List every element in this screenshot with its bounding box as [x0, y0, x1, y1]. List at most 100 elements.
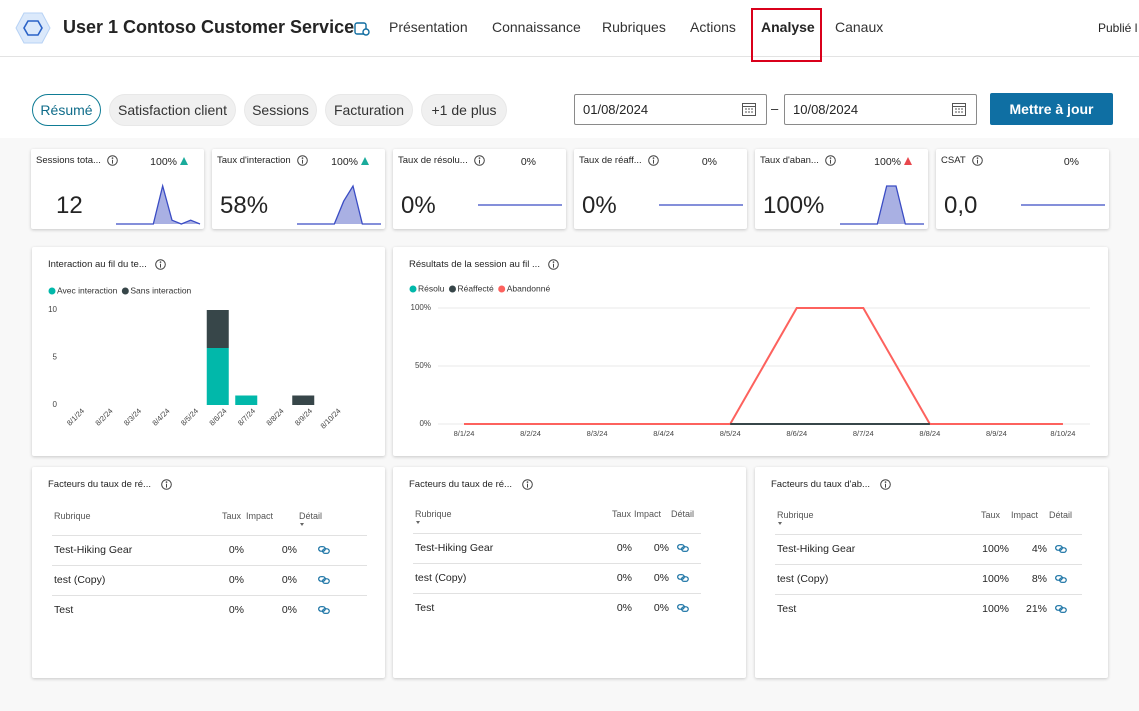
- kpi-change-text: 0%: [1063, 156, 1079, 168]
- bot-icon-key: [362, 28, 370, 36]
- column-header[interactable]: Rubrique: [775, 497, 979, 534]
- detail-link[interactable]: [318, 601, 330, 619]
- kpi-change: 100%: [126, 156, 188, 168]
- detail-link[interactable]: [318, 541, 330, 559]
- kpi-title: Taux de réaff...: [579, 155, 642, 166]
- nav-tab[interactable]: Analyse: [761, 19, 815, 35]
- nav-tab[interactable]: Présentation: [389, 19, 468, 35]
- date-input[interactable]: 01/08/2024: [574, 94, 767, 125]
- column-header[interactable]: Impact: [1011, 510, 1039, 521]
- info-glyph: [880, 479, 891, 490]
- link-part: [681, 606, 689, 613]
- calendar-glyph: [952, 103, 966, 116]
- info-dot: [652, 157, 654, 159]
- info-icon: [522, 479, 533, 490]
- detail-link[interactable]: [318, 571, 330, 589]
- link-part: [322, 608, 330, 615]
- column-header[interactable]: Impact: [246, 511, 274, 522]
- detail-link[interactable]: [1055, 570, 1067, 588]
- detail-link[interactable]: [1055, 540, 1067, 558]
- topic-name: Test-Hiking Gear: [415, 542, 494, 554]
- info-glyph: [107, 155, 118, 166]
- detail-link[interactable]: [677, 539, 689, 557]
- column-header[interactable]: Rubrique: [54, 511, 91, 522]
- column-header[interactable]: Rubrique: [413, 496, 610, 533]
- kpi-change: 0%: [488, 156, 536, 168]
- info-dot: [976, 157, 978, 159]
- sort-indicator: [778, 521, 782, 525]
- table-value: 0%: [228, 544, 244, 556]
- column-header[interactable]: Détail: [297, 498, 367, 535]
- date-input[interactable]: 10/08/2024: [784, 94, 977, 125]
- info-ring: [825, 155, 836, 166]
- chart-card: Résultats de la session au fil ...: [393, 247, 1108, 456]
- nav-tab[interactable]: Actions: [690, 19, 736, 35]
- app-title: User 1 Contoso Customer Service: [63, 17, 355, 37]
- kpi-card: Taux de réaff... 0% 0%: [574, 149, 747, 229]
- nav-tab[interactable]: Canaux: [835, 19, 884, 35]
- filter-pill[interactable]: Satisfaction client: [109, 94, 236, 126]
- detail-link[interactable]: [677, 599, 689, 617]
- info-ring: [161, 479, 172, 490]
- link-part: [1059, 577, 1067, 583]
- detail-cell: [669, 563, 701, 593]
- table-value: 0%: [616, 602, 632, 615]
- detail-link[interactable]: [677, 569, 689, 587]
- bot-icon: [354, 22, 370, 36]
- kpi-card: Taux de résolu... 0% 0%: [393, 149, 566, 229]
- update-button[interactable]: Mettre à jour: [990, 93, 1113, 125]
- topic-name: test (Copy): [54, 574, 106, 586]
- detail-cell: [1047, 534, 1082, 564]
- sparkline-path: [116, 183, 201, 225]
- link-part: [322, 548, 330, 554]
- kpi-change: 0%: [669, 156, 717, 168]
- info-glyph: [522, 479, 533, 490]
- info-dot: [301, 157, 303, 159]
- filter-pill[interactable]: Sessions: [244, 94, 317, 126]
- column-header[interactable]: Taux: [222, 511, 242, 522]
- link-glyph: [1055, 605, 1067, 614]
- filter-pill[interactable]: Résumé: [32, 94, 101, 126]
- info-dot: [111, 157, 114, 159]
- table-row: Test 0% 0%: [52, 595, 367, 625]
- column-header[interactable]: Impact: [634, 509, 662, 520]
- topic-name: test (Copy): [415, 572, 467, 584]
- table-value: 8%: [1031, 573, 1047, 585]
- column-header[interactable]: Taux: [612, 509, 632, 520]
- table-header: Facteurs du taux de ré...: [48, 479, 172, 490]
- info-glyph: [548, 259, 559, 270]
- info-icon: [548, 259, 559, 270]
- table-row: Test-Hiking Gear 0% 0%: [52, 535, 367, 565]
- topic-name: Test-Hiking Gear: [777, 543, 856, 555]
- sparkline: [840, 185, 924, 225]
- link-part: [322, 578, 330, 584]
- kpi-change: 100%: [307, 156, 369, 168]
- column-header[interactable]: Taux: [981, 510, 1001, 521]
- column-header[interactable]: Détail: [671, 509, 695, 520]
- sparkline: [1021, 204, 1105, 206]
- table-value: 0%: [228, 574, 244, 586]
- kpi-title: Taux d'aban...: [760, 155, 819, 166]
- link-glyph: [1055, 575, 1067, 583]
- column-header[interactable]: Détail: [1049, 510, 1073, 521]
- table-row: Test-Hiking Gear 0% 0%: [413, 533, 701, 563]
- detail-link[interactable]: [1055, 600, 1067, 618]
- nav-tab[interactable]: Connaissance: [492, 19, 581, 35]
- filter-pill[interactable]: +1 de plus: [421, 94, 507, 126]
- kpi-title: Taux de résolu...: [398, 155, 468, 166]
- sort-indicator: [300, 522, 304, 526]
- nav-tab[interactable]: Rubriques: [602, 19, 666, 35]
- info-ring: [647, 155, 659, 166]
- info-dot: [552, 261, 555, 263]
- driver-table: Rubrique Taux Impact Détail Test-Hiking Gear…: [775, 497, 1082, 624]
- filter-pill[interactable]: Facturation: [325, 94, 413, 126]
- detail-cell: [1047, 594, 1082, 624]
- link-glyph: [318, 606, 330, 615]
- table-title: Facteurs du taux de ré...: [48, 479, 151, 490]
- kpi-header: Sessions tota...: [36, 155, 118, 166]
- table-value: 0%: [653, 572, 669, 584]
- info-glyph: [154, 259, 166, 270]
- info-icon: [971, 155, 983, 166]
- calendar-grid: [955, 108, 963, 113]
